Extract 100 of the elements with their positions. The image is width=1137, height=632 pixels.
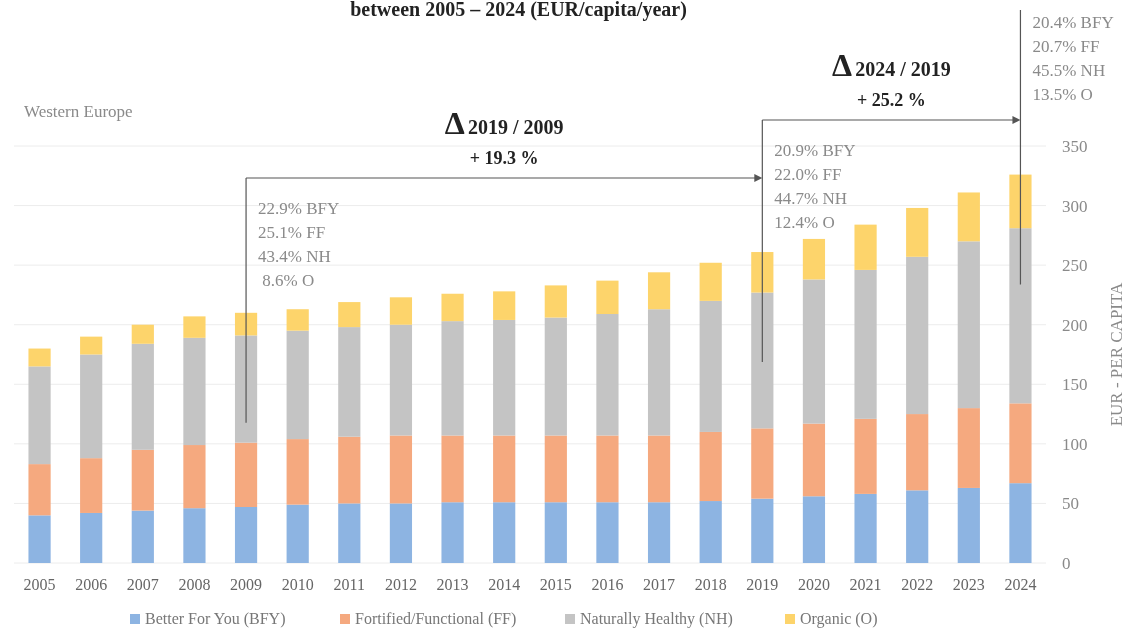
bar [596,502,619,563]
bar [80,336,103,355]
annotation: Δ2019 / 2009 + 19.3 % [444,105,564,168]
bar [183,445,206,509]
bar [131,510,154,563]
bar [854,418,877,494]
bar [957,192,980,242]
bar [131,324,154,344]
bar [647,272,671,310]
y-tick-label: 200 [1062,315,1088,335]
y-tick-label: 250 [1062,256,1088,276]
bar [441,293,464,322]
bar [234,442,258,507]
x-tick-label: 2005 [23,576,56,593]
bar [286,504,309,563]
bar [906,256,929,415]
legend-label: Organic (O) [800,610,878,628]
bar [234,507,258,563]
bar [28,348,51,367]
bar [493,319,516,436]
x-tick-label: 2010 [281,576,314,593]
text: 20.4% BFY 20.7% FF 45.5% NH 13.5% O [1032,13,1114,104]
x-tick-label: 2009 [230,576,263,593]
legend-label: Naturally Healthy (NH) [580,610,733,628]
x-tick-label: 2018 [694,576,727,593]
bar [751,498,774,563]
bar [131,343,154,450]
annotation: 22.9% BFY 25.1% FF 43.4% NH 8.6% O [258,199,340,290]
bar [338,327,361,437]
bar [544,502,567,563]
x-tick-label: 2021 [849,576,882,593]
y-tick-label: 50 [1062,494,1079,514]
bar [389,503,413,563]
bar [389,324,413,436]
bar [906,414,929,491]
x-tick-label: 2023 [952,576,985,593]
bar [802,423,826,497]
bar [957,487,980,563]
x-tick-label: 2013 [436,576,469,593]
y-tick-label: 0 [1062,554,1071,573]
bar [1009,403,1032,484]
x-tick-label: 2015 [539,576,572,593]
bar [596,313,619,436]
bar [699,262,722,301]
bar [751,292,774,429]
bar [699,431,722,502]
y-tick-label: 300 [1062,196,1088,216]
bar [544,285,567,318]
y-tick-label: 350 [1062,137,1088,156]
bar [854,269,877,419]
bar [28,464,51,516]
x-tick-label: 2012 [384,576,417,593]
bar [1009,228,1032,404]
x-tick-label: 2007 [126,576,159,593]
bar [131,449,154,511]
x-tick-label: 2022 [901,576,934,593]
bar [493,291,516,320]
bar [183,337,206,446]
y-tick-label: 150 [1062,375,1088,395]
bar [338,503,361,563]
bar [854,224,877,270]
legend-label: Fortified/Functional (FF) [355,610,517,628]
x-tick-label: 2017 [643,576,676,593]
bar [596,435,619,503]
x-tick-label: 2006 [75,576,108,593]
y-axis-title: EUR - PER CAPITA [1107,281,1126,427]
bar [906,207,929,257]
annotation: 20.9% BFY 22.0% FF 44.7% NH 12.4% O [774,141,856,232]
y-tick-label: 100 [1062,434,1088,454]
bar [854,493,877,563]
bar [28,366,51,465]
bar [338,302,361,328]
bar [906,490,929,563]
bar [286,330,309,440]
bar [234,335,258,443]
bar [544,317,567,436]
bar [28,515,51,563]
bar [80,458,103,513]
x-tick-label: 2014 [488,576,521,593]
bar [544,435,567,503]
chart-subtitle: Western Europe [24,102,133,121]
bar [751,428,774,499]
bar [957,241,980,409]
bar [647,309,671,436]
chart-title: between 2005 – 2024 (EUR/capita/year) [350,0,687,21]
bar [441,435,464,503]
bar [80,512,103,563]
bar [338,436,361,504]
legend-label: Better For You (BFY) [145,610,286,628]
bar [493,435,516,503]
text: Δ2024 / 2019 + 25.2 % [832,47,951,110]
bar [389,435,413,504]
bar [286,309,309,331]
x-tick-label: 2008 [178,576,211,593]
bar [751,252,774,293]
bar [493,502,516,563]
bar [802,496,826,563]
x-tick-label: 2011 [333,576,366,593]
bar [699,300,722,432]
bar [802,279,826,424]
